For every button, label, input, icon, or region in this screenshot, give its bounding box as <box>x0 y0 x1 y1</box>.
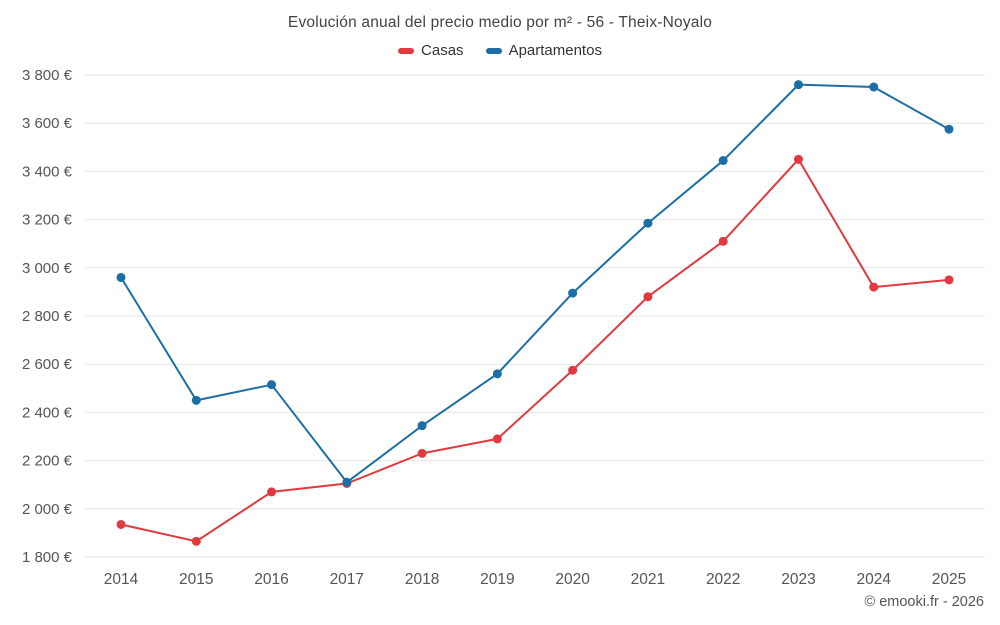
x-axis-tick-label: 2016 <box>254 571 288 588</box>
casas-series-swatch-icon <box>398 47 415 54</box>
x-axis-tick-label: 2014 <box>104 571 139 588</box>
legend-item-casas[interactable]: Casas <box>398 42 464 59</box>
y-axis-tick-label: 2 200 € <box>22 453 73 470</box>
y-axis-tick-label: 3 800 € <box>22 67 73 84</box>
legend-item-apartamentos[interactable]: Apartamentos <box>485 42 602 59</box>
x-axis-tick-label: 2024 <box>856 571 891 588</box>
x-axis-tick-label: 2019 <box>480 571 514 588</box>
chart-title: Evolución anual del precio medio por m² … <box>287 14 713 31</box>
apartamentos-data-point <box>869 82 879 92</box>
apartamentos-series-swatch-icon <box>485 47 502 54</box>
apartamentos-data-point <box>342 477 352 487</box>
x-axis-tick-label: 2020 <box>555 571 590 588</box>
y-axis-tick-label: 2 000 € <box>22 501 73 518</box>
y-axis-tick-label: 2 400 € <box>22 404 73 421</box>
x-axis-tick-label: 2015 <box>179 571 213 588</box>
casas-data-point <box>944 275 954 285</box>
casas-data-point <box>191 536 201 546</box>
y-axis-tick-label: 3 400 € <box>22 163 73 180</box>
x-axis-tick-label: 2022 <box>706 571 740 588</box>
x-axis-tick-label: 2025 <box>932 571 966 588</box>
apartamentos-data-point <box>267 380 277 390</box>
apartamentos-data-point <box>643 218 653 228</box>
apartamentos-data-point <box>793 80 803 90</box>
apartamentos-data-point <box>944 124 954 134</box>
apartamentos-data-point <box>568 288 578 298</box>
legend-label-casas: Casas <box>421 42 464 59</box>
casas-data-point <box>718 236 728 246</box>
casas-data-point <box>869 282 879 292</box>
apartamentos-data-point <box>417 421 427 431</box>
x-axis-tick-label: 2017 <box>330 571 364 588</box>
casas-data-point <box>492 434 502 444</box>
apartamentos-data-point <box>191 395 201 405</box>
casas-data-point <box>116 519 126 529</box>
x-axis-tick-label: 2018 <box>405 571 439 588</box>
y-axis-tick-label: 2 800 € <box>22 308 73 325</box>
apartamentos-data-point <box>116 272 126 282</box>
casas-series-line <box>120 158 950 543</box>
y-axis-tick-label: 3 200 € <box>22 212 73 229</box>
casas-data-point <box>568 365 578 375</box>
casas-data-point <box>793 154 803 164</box>
copyright-credit: © emooki.fr - 2026 <box>864 594 984 610</box>
casas-data-point <box>643 292 653 302</box>
x-axis-tick-label: 2023 <box>781 571 815 588</box>
y-axis-tick-label: 3 000 € <box>22 260 73 277</box>
legend-label-apartamentos: Apartamentos <box>508 42 602 59</box>
casas-data-point <box>417 448 427 458</box>
chart-legend: Casas Apartamentos <box>0 42 1000 59</box>
casas-data-point <box>267 487 277 497</box>
x-axis-tick-label: 2021 <box>631 571 665 588</box>
apartamentos-series-line <box>120 83 950 484</box>
y-axis-tick-label: 3 600 € <box>22 115 73 132</box>
apartamentos-data-point <box>718 156 728 166</box>
apartamentos-data-point <box>492 369 502 379</box>
y-axis-tick-label: 2 600 € <box>22 356 73 373</box>
y-axis-tick-label: 1 800 € <box>22 549 73 566</box>
